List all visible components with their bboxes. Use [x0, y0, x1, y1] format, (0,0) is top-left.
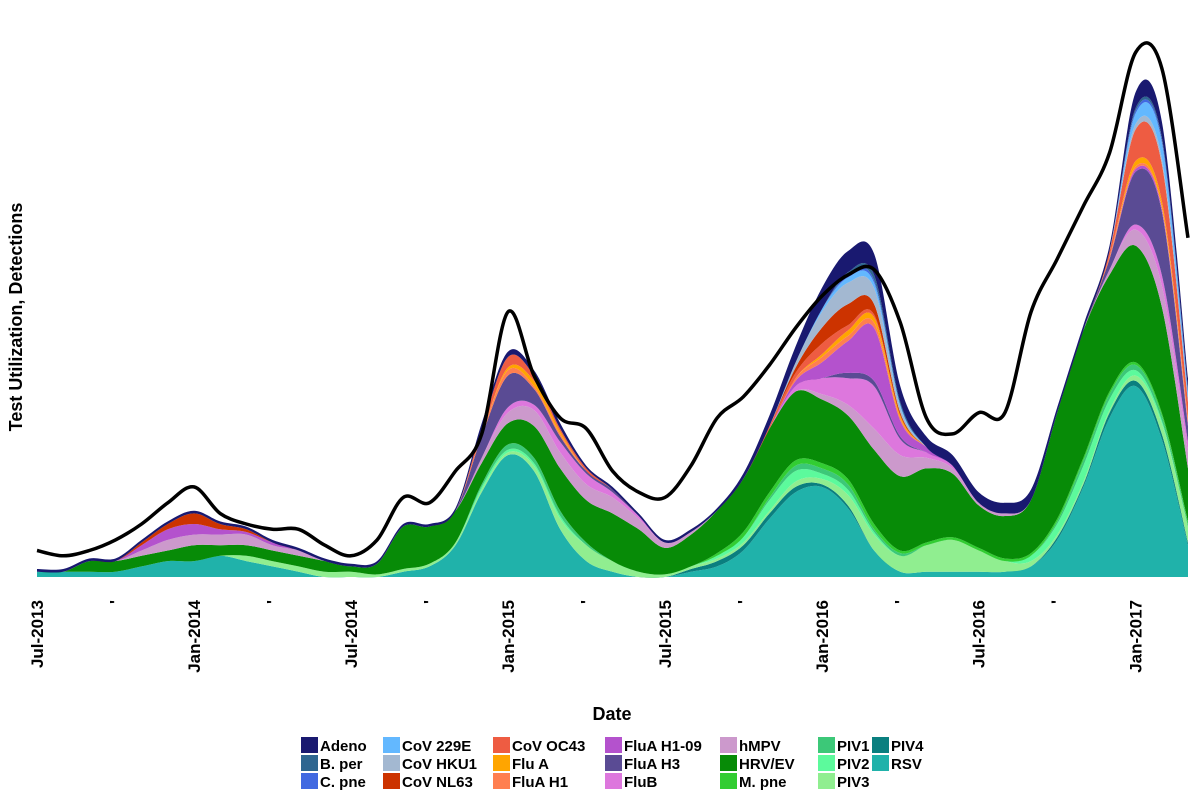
legend-label: CoV NL63	[402, 774, 473, 791]
x-tick-label: '	[891, 600, 910, 604]
legend-item-b-per: B. per	[301, 755, 363, 773]
legend-swatch	[872, 755, 889, 771]
legend-item-piv2: PIV2	[818, 755, 870, 773]
area-hmpv	[37, 229, 1188, 573]
x-tick-label: Jul-2015	[656, 600, 675, 668]
legend-swatch	[605, 755, 622, 771]
legend-swatch	[818, 737, 835, 753]
area-flua-h3	[37, 168, 1188, 573]
legend-item-cov-hku1: CoV HKU1	[383, 755, 477, 773]
legend-label: CoV HKU1	[402, 756, 477, 773]
x-tick-label: Jan-2017	[1127, 600, 1146, 673]
legend-swatch	[301, 755, 318, 771]
legend-swatch	[818, 773, 835, 789]
legend-item-hrv-ev: HRV/EV	[720, 755, 795, 773]
legend-label: Flu A	[512, 756, 549, 773]
legend-item-adeno: Adeno	[301, 737, 367, 755]
legend-label: FluB	[624, 774, 657, 791]
x-tick-label: '	[263, 600, 282, 604]
x-tick-label: '	[107, 600, 126, 604]
legend-item-cov-nl63: CoV NL63	[383, 773, 473, 791]
legend-swatch	[872, 737, 889, 753]
total-tests-layer	[36, 41, 1190, 558]
legend-label: hMPV	[739, 738, 781, 755]
legend-item-c-pne: C. pne	[301, 773, 366, 791]
legend-item-cov-229e: CoV 229E	[383, 737, 471, 755]
legend-label: RSV	[891, 756, 922, 773]
legend-item-hmpv: hMPV	[720, 737, 781, 755]
legend-item-flua-h1-09: FluA H1-09	[605, 737, 702, 755]
legend-swatch	[301, 737, 318, 753]
legend-swatch	[818, 755, 835, 771]
legend-item-rsv: RSV	[872, 755, 922, 773]
legend-label: CoV OC43	[512, 738, 585, 755]
legend-label: Adeno	[320, 738, 367, 755]
stacked-areas	[37, 79, 1188, 578]
x-tick-label: '	[577, 600, 596, 604]
legend-item-flua-h3: FluA H3	[605, 755, 680, 773]
legend-swatch	[493, 737, 510, 753]
legend-item-flu-a: Flu A	[493, 755, 549, 773]
legend-label: PIV4	[891, 738, 924, 755]
x-tick-label: Jul-2013	[28, 600, 47, 668]
legend-swatch	[493, 755, 510, 771]
legend-swatch	[383, 773, 400, 789]
legend-label: FluA H1-09	[624, 738, 702, 755]
legend-item-m-pne: M. pne	[720, 773, 787, 791]
legend-label: PIV3	[837, 774, 870, 791]
x-axis-title: Date	[592, 704, 631, 724]
legend-label: PIV1	[837, 738, 870, 755]
legend-swatch	[383, 737, 400, 753]
legend-swatch	[720, 737, 737, 753]
legend-label: CoV 229E	[402, 738, 471, 755]
legend-label: FluA H1	[512, 774, 568, 791]
x-tick-label: '	[734, 600, 753, 604]
legend-swatch	[301, 773, 318, 789]
x-tick-label: Jan-2014	[185, 599, 204, 672]
y-axis-title: Test Utilization, Detections	[6, 203, 26, 432]
legend-swatch	[720, 755, 737, 771]
legend-item-piv1: PIV1	[818, 737, 870, 755]
legend-swatch	[383, 755, 400, 771]
legend-label: PIV2	[837, 756, 870, 773]
legend-label: B. per	[320, 756, 363, 773]
legend-swatch	[605, 773, 622, 789]
legend-item-piv4: PIV4	[872, 737, 924, 755]
x-tick-label: '	[1048, 600, 1067, 604]
legend-label: C. pne	[320, 774, 366, 791]
x-tick-label: Jan-2015	[499, 600, 518, 673]
legend-item-flua-h1: FluA H1	[493, 773, 568, 791]
legend-label: FluA H3	[624, 756, 680, 773]
legend-item-flub: FluB	[605, 773, 657, 791]
x-tick-label: Jul-2014	[342, 599, 361, 668]
area-rsv	[37, 385, 1188, 578]
legend-item-cov-oc43: CoV OC43	[493, 737, 585, 755]
legend-label: HRV/EV	[739, 756, 795, 773]
x-axis-ticks: Jul-2013 ' Jan-2014 ' Jul-2014 ' Jan-2015 ' Jul-…	[28, 599, 1146, 672]
area-hrv-ev	[37, 244, 1188, 575]
x-tick-label: Jan-2016	[813, 600, 832, 673]
legend-label: M. pne	[739, 774, 787, 791]
x-tick-label: Jul-2016	[970, 600, 989, 668]
total-tests-line	[36, 41, 1190, 558]
legend-swatch	[720, 773, 737, 789]
legend-swatch	[493, 773, 510, 789]
legend-swatch	[605, 737, 622, 753]
legend-item-piv3: PIV3	[818, 773, 870, 791]
x-tick-label: '	[420, 600, 439, 604]
